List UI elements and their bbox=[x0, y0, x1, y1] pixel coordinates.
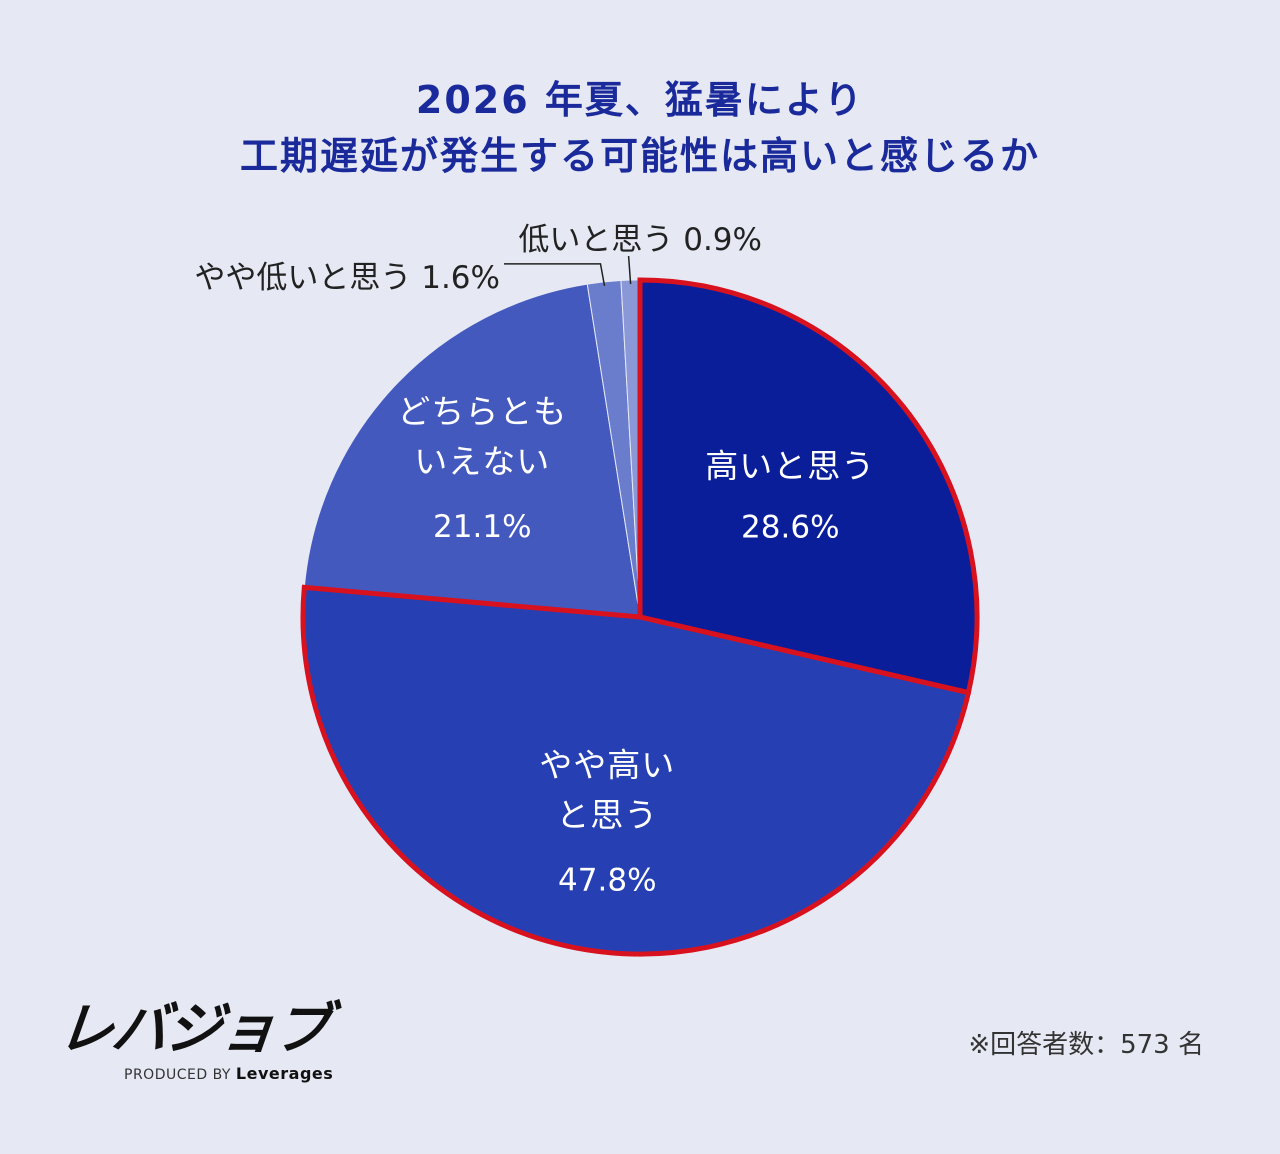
chart-title-line1: 2026 年夏、猛暑により bbox=[415, 78, 865, 122]
brand-logo-wordmark: レバジョブ bbox=[54, 997, 332, 1062]
pie-slice bbox=[303, 283, 641, 618]
chart-title: 2026 年夏、猛暑により 工期遅延が発生する可能性は高いと感じるか bbox=[0, 72, 1280, 184]
slice-outside-label: やや低いと思う 1.6% bbox=[194, 260, 500, 296]
slice-label: いえない bbox=[414, 442, 550, 481]
slice-value-label: 47.8% bbox=[558, 862, 656, 898]
brand-logo: レバジョブ PRODUCED BY Leverages bbox=[55, 997, 338, 1088]
brand-logo-produced-by: PRODUCED BY bbox=[124, 1067, 231, 1083]
slice-outside-label: 低いと思う 0.9% bbox=[518, 222, 762, 258]
leader-line bbox=[627, 255, 632, 285]
slice-label: と思う bbox=[556, 795, 658, 834]
pie-slice-highlight-outline bbox=[300, 584, 972, 957]
slice-value-label: 28.6% bbox=[741, 509, 839, 545]
pie-slice-highlight-outline bbox=[637, 277, 980, 696]
slice-label: どちらとも bbox=[397, 392, 567, 431]
chart-title-line2: 工期遅延が発生する可能性は高いと感じるか bbox=[239, 134, 1040, 178]
slice-label: 高いと思う bbox=[705, 446, 875, 485]
brand-logo-tagline: PRODUCED BY Leverages bbox=[124, 1064, 333, 1083]
slice-label: やや高い bbox=[539, 745, 675, 784]
brand-logo-company: Leverages bbox=[235, 1064, 334, 1083]
slice-value-label: 21.1% bbox=[433, 509, 531, 545]
leader-line bbox=[504, 263, 606, 287]
respondent-count-note: ※回答者数：573 名 bbox=[968, 1030, 1204, 1060]
